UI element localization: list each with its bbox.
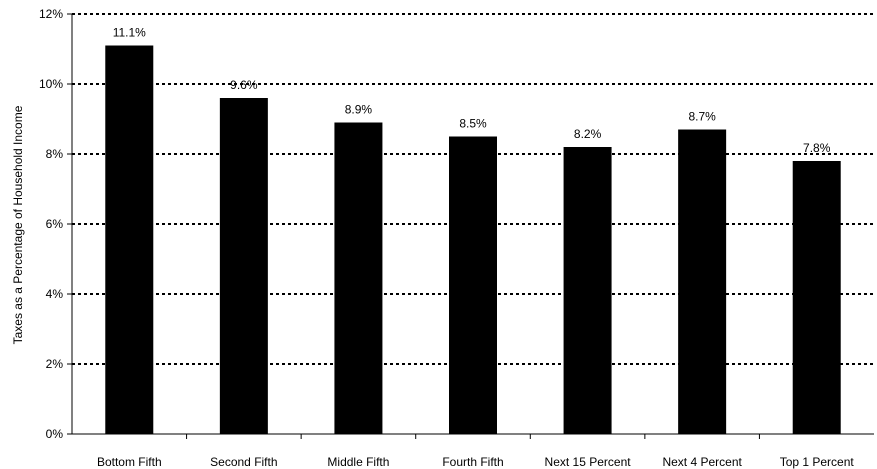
y-tick-label: 6% <box>46 217 64 231</box>
y-tick-label: 4% <box>46 287 64 301</box>
data-label: 8.9% <box>345 103 373 117</box>
y-axis-ticks: 0% 2% 4% 6% 8% 10% 12% <box>39 7 72 441</box>
x-category-label: Top 1 Percent <box>780 455 855 469</box>
bar <box>792 161 841 434</box>
bar <box>219 98 268 434</box>
y-tick-label: 8% <box>46 147 64 161</box>
y-axis-title: Taxes as a Percentage of Household Incom… <box>11 105 25 344</box>
data-label: 8.7% <box>688 110 716 124</box>
bars <box>105 45 841 434</box>
x-category-label: Next 15 Percent <box>545 455 632 469</box>
bar <box>449 136 497 434</box>
bar <box>563 147 612 434</box>
bar <box>105 45 154 434</box>
x-axis-labels: Bottom Fifth Second Fifth Middle Fifth Four… <box>97 434 854 469</box>
y-tick-label: 2% <box>46 357 64 371</box>
x-category-label: Middle Fifth <box>327 455 389 469</box>
bar <box>678 129 727 434</box>
x-category-label: Next 4 Percent <box>662 455 742 469</box>
x-category-label: Fourth Fifth <box>442 455 503 469</box>
x-category-label: Second Fifth <box>210 455 277 469</box>
data-label: 9.6% <box>230 78 258 92</box>
y-tick-label: 0% <box>46 427 64 441</box>
data-label: 8.5% <box>459 117 487 131</box>
y-tick-label: 10% <box>39 77 63 91</box>
x-category-label: Bottom Fifth <box>97 455 162 469</box>
data-labels: 11.1% 9.6% 8.9% 8.5% 8.2% 8.7% 7.8% <box>113 26 831 156</box>
data-label: 11.1% <box>113 26 146 40</box>
y-tick-label: 12% <box>39 7 63 21</box>
data-label: 7.8% <box>803 141 831 155</box>
data-label: 8.2% <box>574 127 602 141</box>
gridlines <box>72 13 874 365</box>
bar <box>334 122 383 434</box>
